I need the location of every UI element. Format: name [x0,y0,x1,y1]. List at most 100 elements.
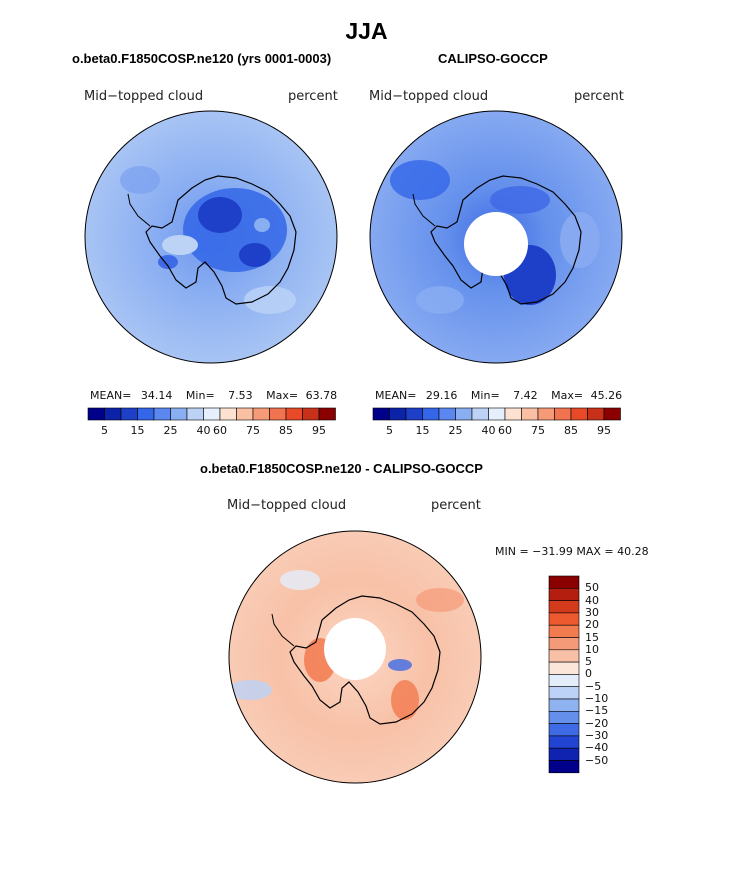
model-colorbar-tick-label: 5 [101,424,108,437]
model-colorbar-tick-label: 95 [312,424,326,437]
model-blob-west [158,255,178,269]
model-mean-label: MEAN= [90,389,132,402]
diff-colorbar-box [548,686,580,700]
model-colorbar-box [302,407,320,421]
obs-max-value: 45.26 [590,389,623,402]
model-colorbar-tick-label: 75 [246,424,260,437]
model-peninsula [127,193,151,227]
diff-blob-ne [416,588,464,612]
obs-colorbar-box [488,407,506,421]
diff-variable-label: Mid−topped cloud [227,498,347,513]
diff-colorbar [548,575,580,774]
model-colorbar-box [236,407,254,421]
obs-colorbar-tick-label: 60 [498,424,512,437]
diff-colorbar-tick-label: −5 [585,679,602,693]
diff-blob-pale-w [229,680,272,700]
diff-colorbar-tick-label: 50 [585,581,599,595]
obs-blob-n [490,186,550,214]
obs-mean-value: 29.16 [425,389,458,402]
model-colorbar-box [219,407,237,421]
obs-colorbar-tick-label: 5 [386,424,393,437]
model-colorbar [87,407,336,421]
model-colorbar-tick-label: 25 [163,424,178,437]
obs-antarctica-coast [430,175,582,305]
diff-colorbar-tick-label: 15 [585,630,599,644]
diff-colorbar-box [548,674,580,688]
obs-map-border [369,110,623,364]
obs-colorbar-box [587,407,605,421]
obs-colorbar-tick-label: 15 [415,424,430,437]
obs-colorbar-box [405,407,423,421]
obs-colorbar-tick-label: 25 [448,424,463,437]
obs-colorbar-box [504,407,522,421]
diff-units-label: percent [431,498,481,513]
diff-colorbar-tick-label: 40 [585,593,599,607]
model-colorbar-box [120,407,138,421]
diff-colorbar-box [548,637,580,651]
diff-colorbar-tick-label: −20 [585,716,609,730]
obs-units-label: percent [574,89,624,104]
obs-min-label: Min= [470,389,500,402]
diff-polar-gap [324,618,386,680]
diff-colorbar-tick-label: 5 [585,655,592,669]
obs-map [369,110,623,364]
model-colorbar-tick-label: 15 [130,424,145,437]
diff-colorbar-tick-label: −15 [585,704,609,718]
model-stats: MEAN= 34.14 Min= 7.53 Max= 63.78 [90,389,337,402]
diff-colorbar-tick-label: 10 [585,642,599,656]
diff-colorbar-box [548,735,580,749]
diff-map [228,530,482,784]
obs-peninsula [412,193,436,227]
obs-mean-label: MEAN= [375,389,417,402]
diff-colorbar-box [548,575,580,589]
main-title: JJA [345,18,388,44]
model-blob-pale [162,235,198,255]
diff-blob-blue [388,659,412,671]
obs-blob-sw [416,286,464,314]
model-min-label: Min= [185,389,215,402]
diff-peninsula [271,613,295,647]
model-units-label: percent [288,89,338,104]
obs-colorbar-box [603,407,621,421]
diff-colorbar-tick-label: −30 [585,728,609,742]
obs-blob-nw [390,160,450,200]
model-panel-title: o.beta0.F1850COSP.ne120 (yrs 0001-0003) [72,51,332,66]
model-map-border [84,110,338,364]
diff-colorbar-box [548,747,580,761]
diff-panel-title: o.beta0.F1850COSP.ne120 - CALIPSO-GOCCP [200,461,483,476]
diff-colorbar-tick-label: 20 [585,618,599,632]
diff-blob-pale-n [280,570,320,590]
model-colorbar-box [285,407,303,421]
obs-colorbar-box [570,407,588,421]
diff-colorbar-tick-label: 30 [585,605,599,619]
model-colorbar-tick-label: 85 [279,424,293,437]
model-blob-light [254,218,270,232]
obs-colorbar-box [438,407,456,421]
model-blob-dark2 [239,243,271,267]
model-colorbar-box [186,407,204,421]
diff-colorbar-box [548,698,580,712]
model-max-label: Max= [266,389,299,402]
model-blob-dark1 [198,197,242,233]
model-blob-south [244,286,296,314]
diff-colorbar-tick-label: −50 [585,753,609,767]
model-blob-nw [120,166,160,194]
model-map [84,110,338,364]
obs-colorbar-box [537,407,555,421]
obs-colorbar-tick-label: 40 [481,424,496,437]
diff-colorbar-tick-label: −10 [585,692,609,705]
diff-colorbar-box [548,661,580,675]
model-colorbar-box [252,407,270,421]
model-colorbar-box [318,407,336,421]
obs-colorbar-box [455,407,473,421]
obs-colorbar-tick-label: 75 [531,424,545,437]
diff-colorbar-box [548,587,580,601]
diff-colorbar-box [548,624,580,638]
obs-colorbar-box [471,407,489,421]
model-mean-value: 34.14 [140,389,173,402]
model-colorbar-box [269,407,287,421]
model-antarctica-coast [145,175,297,305]
obs-stats: MEAN= 29.16 Min= 7.42 Max= 45.26 [375,389,622,402]
diff-colorbar-box [548,649,580,663]
model-colorbar-box [153,407,171,421]
